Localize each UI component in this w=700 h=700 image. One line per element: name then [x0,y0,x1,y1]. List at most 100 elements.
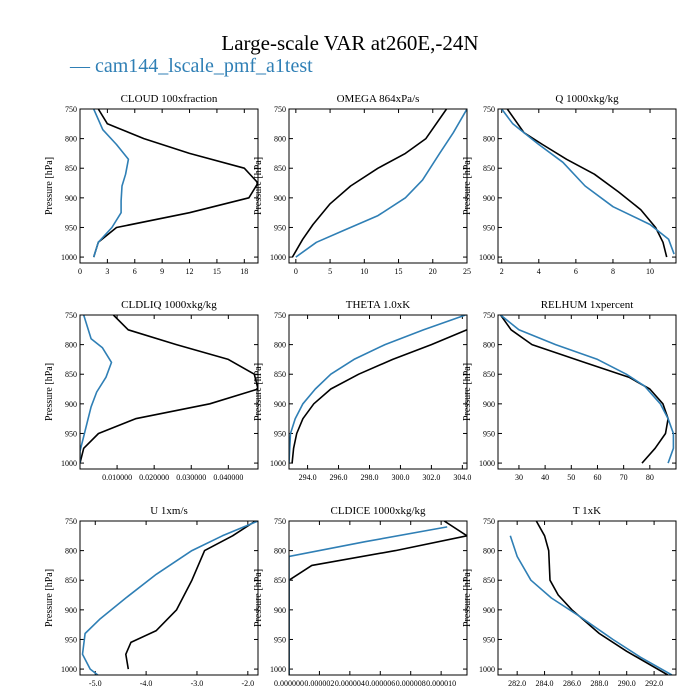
x-tick-label: 302.0 [422,473,440,482]
panel-1: CLOUD 100xfraction Pressure [hPa] 750 800 85… [44,93,259,276]
plot-frame [288,314,468,470]
x-tick-label: 0.030000 [176,473,206,482]
plot-frame [288,108,468,264]
y-tick-label: 900 [65,606,77,615]
series-line-model [501,109,675,255]
panel-2: OMEGA 864xPa/s Pressure [hPa] 750 800 850 900… [253,93,471,276]
x-tick-label: 290.0 [618,679,636,688]
x-tick-label: 288.0 [590,679,608,688]
x-tick-label: 0.000008 [396,679,426,688]
x-tick-label: 0.000002 [304,679,334,688]
x-tick-label: 15 [213,267,221,276]
y-tick-label: 750 [483,311,495,320]
x-tick-label: 12 [186,267,194,276]
x-tick-label: 0.010000 [102,473,132,482]
y-tick-label: 850 [65,576,77,585]
y-tick-label: 1000 [479,253,495,262]
series-line-reference [499,315,669,464]
series-line-reference [92,109,258,258]
x-tick-label: 50 [567,473,575,482]
series-line-reference [289,521,467,675]
y-tick-label: 850 [274,164,286,173]
y-tick-label: 750 [274,105,286,114]
x-tick-label: 0.000000 [274,679,304,688]
panel-6: RELHUM 1xpercent Pressure [hPa] 750 800 850 9… [462,299,677,482]
y-axis-label: Pressure [hPa] [462,569,473,627]
x-tick-label: -5.0 [89,679,102,688]
panel-title: RELHUM 1xpercent [541,299,634,311]
x-tick-label: 292.0 [645,679,663,688]
y-tick-label: 900 [65,400,77,409]
y-tick-label: 950 [483,635,495,644]
x-tick-label: 30 [515,473,523,482]
panel-title: THETA 1.0xK [346,299,411,311]
y-tick-label: 950 [483,429,495,438]
x-tick-label: 296.0 [330,473,348,482]
x-tick-label: 284.0 [536,679,554,688]
y-axis-label: Pressure [hPa] [44,569,55,627]
legend-entry: — cam144_lscale_pmf_a1test [70,55,313,77]
x-tick-label: 0.000004 [335,679,365,688]
x-tick-label: 0.020000 [139,473,169,482]
y-axis-label: Pressure [hPa] [253,157,264,215]
y-tick-label: 950 [274,223,286,232]
series-line-model [289,526,448,675]
y-tick-label: 800 [274,341,286,350]
x-tick-label: 70 [620,473,628,482]
series-line-model [500,315,675,464]
series-line-reference [80,315,258,464]
series-line-reference [535,521,669,675]
series-line-reference [291,329,467,464]
series-line-reference [506,109,668,258]
x-tick-label: 10 [646,267,654,276]
x-tick-label: 60 [593,473,601,482]
x-tick-label: 298.0 [360,473,378,482]
y-tick-label: 1000 [479,665,495,674]
y-tick-label: 900 [483,400,495,409]
plot-frame [497,108,677,264]
x-tick-label: -2.0 [241,679,254,688]
x-tick-label: 80 [646,473,654,482]
y-axis-label: Pressure [hPa] [253,363,264,421]
y-tick-label: 1000 [61,459,77,468]
x-tick-label: 294.0 [299,473,317,482]
panel-7: U 1xm/s Pressure [hPa] 750 800 850 900 950 1000… [44,505,259,688]
y-tick-label: 1000 [270,253,286,262]
x-tick-label: 0.000006 [365,679,395,688]
panel-title: CLDICE 1000xkg/kg [330,505,426,517]
series-line-reference [125,521,256,670]
series-line-model [92,109,130,258]
y-tick-label: 900 [483,606,495,615]
y-axis-label: Pressure [hPa] [462,157,473,215]
y-tick-label: 1000 [270,665,286,674]
y-tick-label: 950 [65,635,77,644]
plot-frame [79,314,259,470]
plot-frame [497,520,677,676]
y-tick-label: 950 [65,223,77,232]
panel-title: Q 1000xkg/kg [555,93,619,105]
y-tick-label: 900 [65,194,77,203]
x-tick-label: 18 [240,267,248,276]
y-tick-label: 950 [65,429,77,438]
y-tick-label: 800 [483,341,495,350]
series-line-reference [291,109,448,258]
y-tick-label: 1000 [61,253,77,262]
x-tick-label: 25 [463,267,471,276]
y-axis-label: Pressure [hPa] [44,157,55,215]
y-tick-label: 1000 [270,459,286,468]
panel-title: CLOUD 100xfraction [121,93,218,105]
x-tick-label: 8 [611,267,615,276]
y-axis-label: Pressure [hPa] [462,363,473,421]
panel-title: T 1xK [573,505,601,517]
y-tick-label: 850 [483,164,495,173]
y-tick-label: 800 [483,135,495,144]
x-tick-label: 20 [429,267,437,276]
x-tick-label: 6 [574,267,578,276]
x-tick-label: -3.0 [191,679,204,688]
plot-frame [497,314,677,470]
y-tick-label: 850 [65,164,77,173]
y-tick-label: 900 [483,194,495,203]
y-tick-label: 750 [274,517,286,526]
y-tick-label: 750 [65,105,77,114]
